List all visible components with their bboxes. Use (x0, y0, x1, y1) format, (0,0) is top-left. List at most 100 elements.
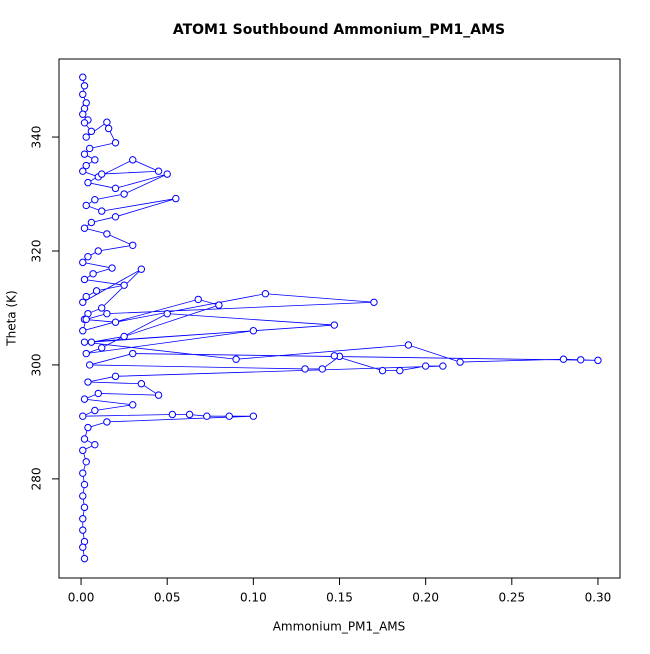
data-point (103, 418, 111, 426)
data-point (439, 362, 447, 370)
x-tick-label: 0.25 (498, 591, 525, 605)
data-point (87, 218, 96, 227)
data-point (129, 401, 137, 409)
data-point (129, 349, 137, 358)
y-tick-label: 300 (30, 353, 44, 376)
data-point (203, 412, 211, 420)
data-point (378, 366, 387, 375)
data-point (82, 349, 90, 358)
data-point (85, 144, 94, 153)
data-point (80, 435, 89, 443)
x-tick-label: 0.05 (154, 591, 181, 605)
data-point (85, 361, 94, 369)
data-point (84, 178, 92, 187)
data-point (80, 224, 89, 232)
data-point (330, 352, 339, 360)
data-point (82, 133, 90, 141)
data-point (80, 395, 89, 403)
data-point (120, 281, 128, 289)
data-point (108, 264, 116, 272)
data-point (396, 366, 404, 375)
data-point (79, 90, 87, 99)
x-tick-label: 0.20 (412, 591, 439, 605)
data-point (79, 543, 87, 551)
data-point (80, 82, 89, 90)
data-point (103, 230, 111, 238)
data-point (194, 295, 202, 304)
data-point (370, 298, 378, 306)
data-point (82, 458, 90, 466)
data-point (120, 190, 128, 198)
data-point (94, 247, 102, 255)
y-tick-label: 320 (30, 240, 44, 263)
data-point (98, 170, 106, 178)
data-point (79, 492, 87, 500)
x-tick-label: 0.10 (240, 591, 267, 605)
data-point (80, 554, 89, 563)
data-point (111, 184, 120, 193)
data-point (91, 406, 99, 415)
data-point (154, 391, 163, 399)
data-point (79, 110, 87, 118)
data-point (84, 423, 92, 432)
data-point (594, 356, 602, 365)
data-point (79, 446, 87, 455)
x-tick-label: 0.30 (585, 591, 612, 605)
data-point (577, 356, 585, 364)
data-point (82, 315, 90, 324)
data-point (98, 344, 106, 352)
data-point (120, 332, 128, 341)
data-point (80, 503, 89, 512)
data-point (79, 412, 87, 420)
data-point (80, 275, 89, 284)
data-point (168, 410, 177, 419)
data-point (82, 161, 90, 170)
data-point (232, 355, 240, 363)
data-point (79, 526, 87, 534)
chart-title: ATOM1 Southbound Ammonium_PM1_AMS (173, 22, 505, 38)
data-point (98, 207, 106, 215)
data-point (79, 469, 87, 477)
data-point (104, 124, 113, 133)
data-point (79, 515, 87, 523)
x-tick-label: 0.00 (68, 591, 95, 605)
data-point (330, 321, 339, 329)
data-point (89, 270, 97, 278)
data-point (91, 156, 99, 164)
data-point (91, 440, 99, 449)
data-point (154, 167, 163, 175)
data-point (80, 119, 89, 127)
y-axis-label: Theta (K) (5, 290, 19, 346)
data-point (111, 372, 120, 381)
y-tick-label: 280 (30, 467, 44, 490)
data-point (111, 213, 120, 221)
data-point (94, 389, 102, 398)
data-point (80, 150, 89, 158)
data-point (559, 355, 568, 363)
data-point (79, 327, 87, 335)
data-point (215, 301, 223, 309)
data-point (163, 170, 171, 178)
data-point (82, 292, 90, 301)
data-point (421, 362, 430, 370)
x-axis-label: Ammonium_PM1_AMS (273, 620, 406, 634)
data-point (404, 341, 413, 349)
data-point (137, 265, 146, 273)
data-point (80, 338, 89, 346)
data-point (249, 327, 258, 335)
data-point (185, 410, 194, 419)
data-point (91, 196, 99, 204)
data-point (87, 127, 96, 136)
data-point (261, 290, 270, 298)
data-point (249, 412, 258, 420)
data-point (79, 167, 87, 175)
data-point (79, 258, 87, 267)
x-tick-label: 0.15 (326, 591, 353, 605)
data-point (82, 201, 90, 210)
data-point (129, 156, 137, 164)
y-tick-label: 340 (30, 126, 44, 149)
data-point (172, 194, 180, 203)
data-point (225, 412, 233, 420)
